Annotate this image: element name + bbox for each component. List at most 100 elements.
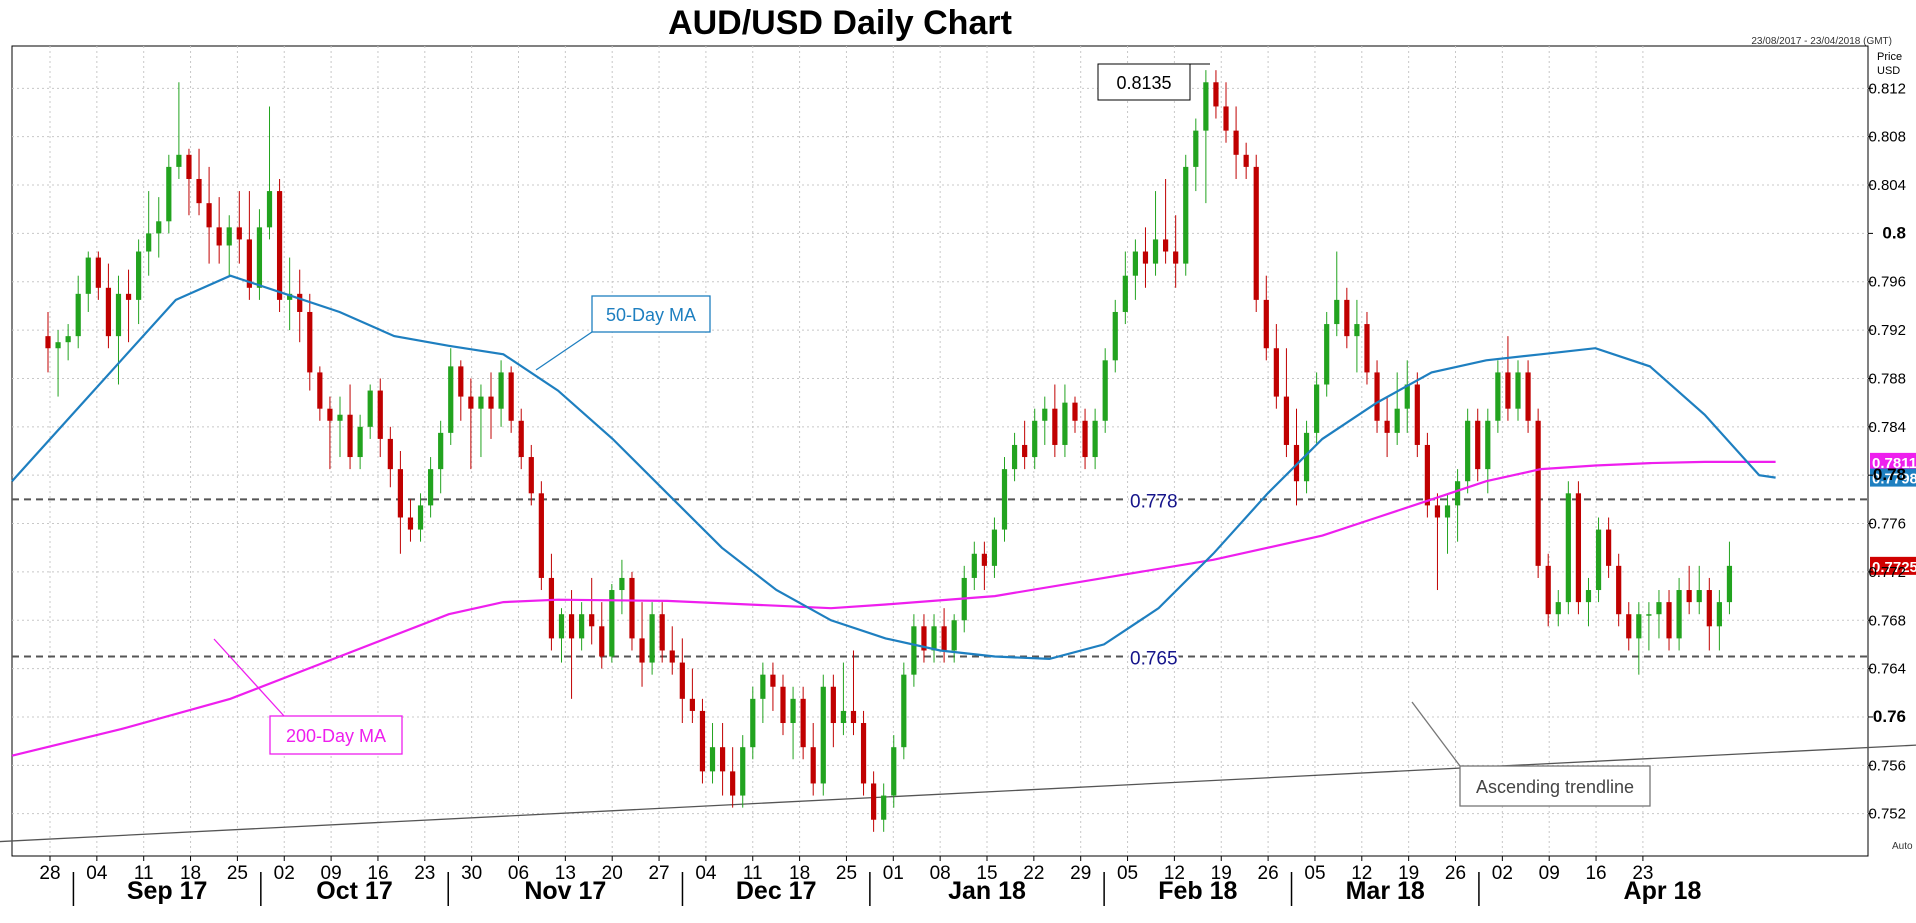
candle-body [488, 396, 494, 409]
candle-body [1303, 432, 1310, 482]
candle-body [337, 414, 343, 421]
x-day-label: 13 [555, 863, 576, 884]
x-day-label: 08 [930, 863, 951, 884]
candle-body [991, 529, 998, 566]
candle-body [1364, 324, 1370, 373]
candles [45, 70, 1733, 832]
candle-body [1152, 239, 1159, 264]
candle-body [1626, 614, 1632, 639]
y-tick-label: 0.772 [1868, 564, 1906, 581]
candle-body [417, 505, 424, 530]
candle-body [1696, 590, 1702, 603]
candle-body [1052, 408, 1058, 445]
candle-body [1243, 154, 1249, 167]
x-day-label: 04 [86, 863, 108, 884]
trend-label: Ascending trendline [1476, 777, 1634, 797]
candle-body [1001, 469, 1008, 530]
candle-body [1444, 505, 1451, 518]
annotations: 0.8135 50-Day MA 200-Day MA Ascending trend… [213, 63, 1916, 807]
candle-body [860, 723, 867, 784]
candle-body [1011, 444, 1018, 470]
y-tick-label: 0.784 [1868, 419, 1906, 436]
candle-body [276, 191, 283, 300]
candle-body [589, 614, 595, 627]
candle-body [186, 154, 192, 179]
trend-label-box [1459, 765, 1651, 807]
candle-body [458, 366, 464, 397]
x-day-label: 12 [1351, 863, 1372, 884]
candle-body [951, 620, 957, 651]
candle-body [921, 626, 927, 651]
price-badge-label: 0.7811 [1872, 455, 1916, 472]
candle-body [1032, 420, 1038, 458]
candle-body [1485, 420, 1491, 470]
trendline-layer [0, 744, 1916, 843]
ma50-label: 50-Day MA [606, 305, 696, 325]
candle-body [891, 747, 897, 796]
candle-body [911, 626, 917, 675]
candle-body [730, 771, 736, 796]
price-badge [1870, 468, 1916, 487]
ma200-label-box [269, 715, 403, 755]
candle-body [1595, 529, 1602, 591]
candle-body [287, 293, 293, 300]
candle-body [1062, 402, 1068, 445]
candle-body [820, 686, 826, 784]
x-day-label: 26 [1258, 863, 1279, 884]
x-day-label: 23 [1632, 863, 1653, 884]
candle-body [508, 372, 514, 421]
candle-body [377, 390, 383, 439]
axes: 0.7520.7560.760.7640.7680.7720.7760.780.… [39, 51, 1913, 906]
candle-body [1344, 299, 1350, 337]
candle-body [1163, 239, 1169, 252]
x-day-label: 22 [1023, 863, 1044, 884]
candle-body [790, 698, 796, 724]
level-label: 0.778 [1130, 491, 1178, 512]
candle-body [1656, 602, 1662, 615]
x-day-label: 11 [743, 863, 763, 884]
candle-body [709, 747, 716, 772]
candle-body [1676, 590, 1682, 639]
candle-body [750, 698, 756, 748]
candle-body [699, 710, 706, 772]
candle-body [931, 626, 937, 651]
x-day-label: 18 [180, 863, 201, 884]
high-label: 0.8135 [1116, 73, 1171, 93]
candle-body [528, 457, 534, 494]
candle-body [498, 372, 504, 409]
candle-body [1525, 372, 1531, 421]
candle-body [1404, 384, 1410, 409]
candle-body [1636, 614, 1642, 639]
chart-title: AUD/USD Daily Chart [668, 4, 1012, 42]
candle-body [1293, 444, 1300, 482]
candle-body [1495, 372, 1501, 421]
candle-body [206, 203, 212, 228]
x-day-label: 02 [274, 863, 295, 884]
candle-body [689, 698, 695, 711]
x-day-label: 15 [976, 863, 997, 884]
candle-body [266, 191, 273, 228]
candle-body [226, 227, 232, 246]
x-day-label: 18 [789, 863, 810, 884]
candle-body [1515, 372, 1521, 409]
candle-body [85, 257, 91, 294]
candle-body [125, 293, 132, 300]
candle-body [669, 650, 675, 663]
candle-body [881, 795, 887, 820]
candle-body [1092, 420, 1098, 458]
y-tick-label: 0.76 [1873, 707, 1906, 726]
ma200-label: 200-Day MA [286, 726, 386, 746]
candle-body [548, 577, 555, 639]
candle-body [1555, 602, 1561, 615]
x-month-label: Sep 17 [127, 877, 208, 905]
candle-body [166, 166, 172, 222]
y-tick-label: 0.78 [1873, 465, 1906, 484]
candle-body [156, 221, 162, 234]
candle-body [1545, 565, 1551, 615]
candle-body [1565, 493, 1571, 603]
candle-body [1183, 166, 1189, 264]
candle-body [619, 577, 625, 591]
x-day-label: 01 [883, 863, 904, 884]
candle-body [830, 686, 836, 724]
